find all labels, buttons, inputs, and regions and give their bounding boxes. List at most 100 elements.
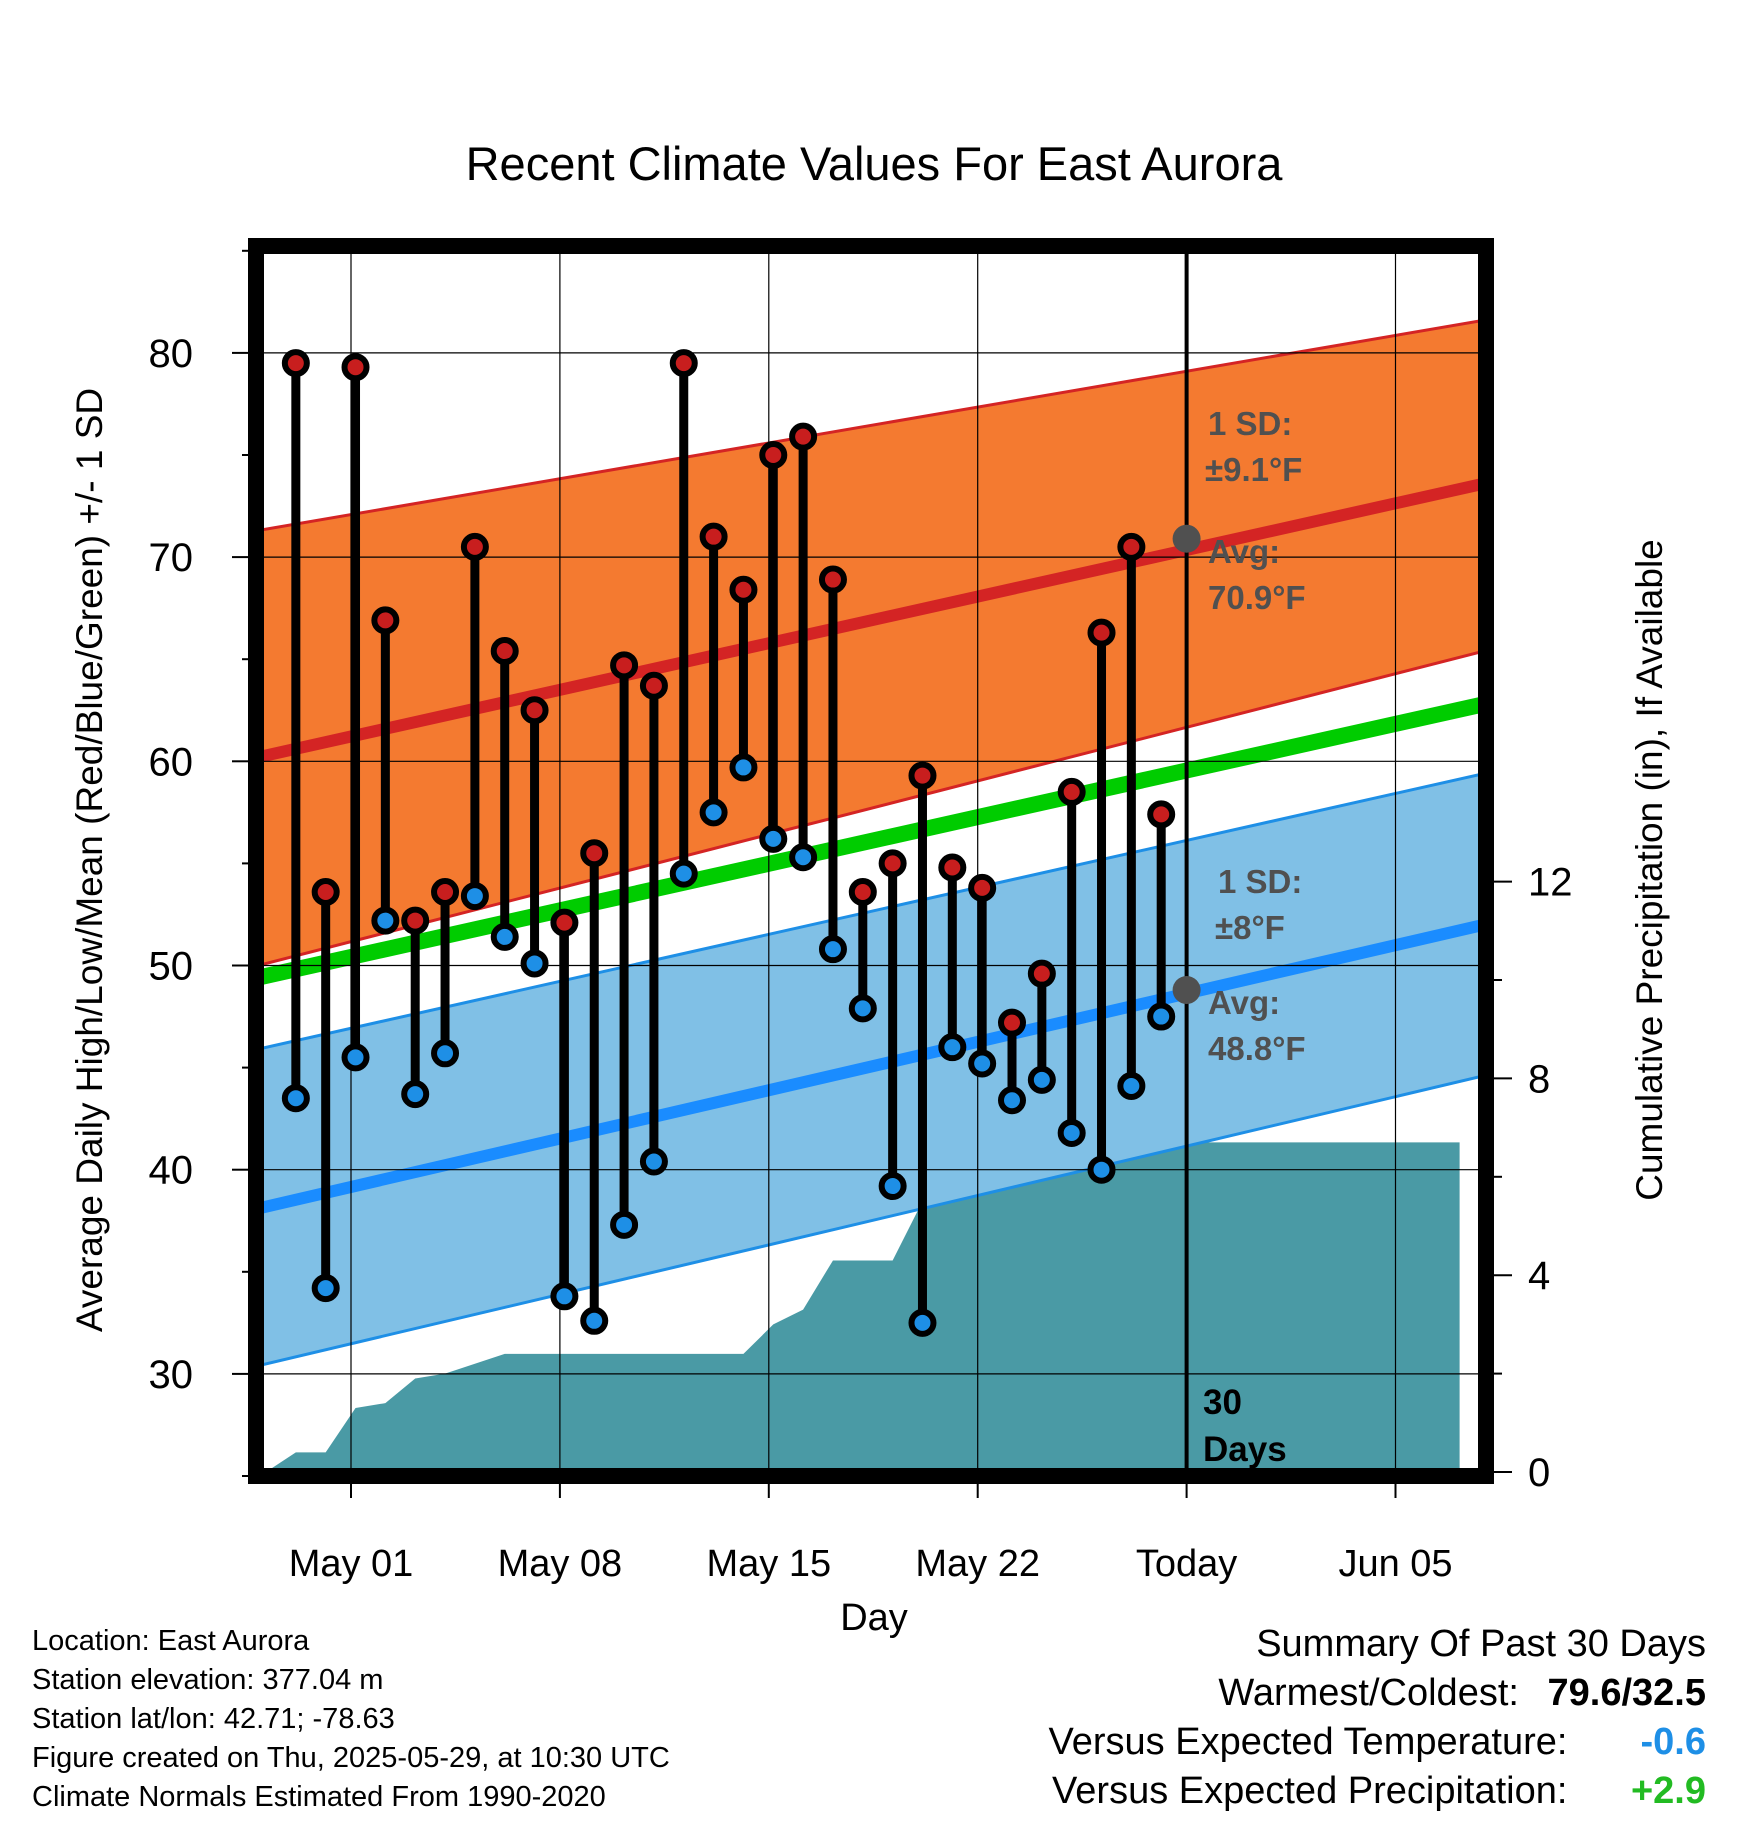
daily-high-point — [729, 575, 758, 604]
low-sd-label-line1: 1 SD: — [1218, 863, 1302, 900]
y-tick-label: 30 — [149, 1353, 194, 1397]
daily-low-point — [729, 753, 758, 782]
daily-low-point — [401, 1080, 430, 1109]
daily-high-point — [818, 565, 847, 594]
chart-title: Recent Climate Values For East Aurora — [466, 137, 1284, 190]
daily-high-point — [490, 637, 519, 666]
low-sd-label-line2: ±8°F — [1215, 909, 1285, 946]
high-avg-label-line1: Avg: — [1208, 533, 1280, 570]
high-sd-band — [258, 320, 1484, 966]
daily-high-point — [908, 761, 937, 790]
daily-high-point — [431, 877, 460, 906]
high-sd-band-lower-edge — [258, 649, 1484, 967]
summary-warmest-coldest: Warmest/Coldest: 79.6/32.5 — [1049, 1669, 1706, 1718]
daily-low-point — [818, 935, 847, 964]
x-tick-label: Today — [1136, 1543, 1237, 1585]
y-axis-right-label: Cumulative Precipitation (in), If Availa… — [1629, 539, 1670, 1201]
summary-precip-row: Versus Expected Precipitation: +2.9 — [1049, 1767, 1706, 1816]
daily-low-point — [520, 949, 549, 978]
period-label-line2: Days — [1203, 1430, 1287, 1469]
elevation-text: Station elevation: 377.04 m — [32, 1664, 384, 1696]
x-tick-label: May 22 — [915, 1543, 1040, 1585]
daily-low-point — [1117, 1071, 1146, 1100]
summary-panel: Summary Of Past 30 Days Warmest/Coldest:… — [1049, 1620, 1706, 1816]
daily-low-point — [998, 1086, 1026, 1115]
daily-low-point — [1027, 1065, 1056, 1094]
daily-high-point — [580, 839, 609, 868]
daily-low-point — [699, 798, 728, 827]
station-info: Location: East Aurora Station elevation:… — [32, 1622, 670, 1817]
y-tick-label: 60 — [149, 740, 194, 784]
x-tick-label: May 01 — [289, 1543, 414, 1585]
x-tick-label: May 08 — [498, 1543, 623, 1585]
daily-low-point — [968, 1049, 997, 1078]
y-right-tick-label: 4 — [1528, 1254, 1550, 1298]
daily-high-point — [878, 849, 907, 878]
daily-high-point — [1117, 532, 1146, 561]
daily-low-point — [341, 1043, 370, 1072]
daily-low-point — [848, 994, 877, 1023]
x-tick-label: Jun 05 — [1338, 1543, 1452, 1585]
avg-high-line — [258, 477, 1484, 764]
y-tick-label: 50 — [149, 945, 194, 989]
daily-high-point — [520, 696, 549, 725]
x-axis-label: Day — [840, 1597, 908, 1639]
daily-low-point — [281, 1084, 310, 1113]
today-avg-high-marker — [1172, 524, 1201, 553]
x-tick-label: May 15 — [706, 1543, 831, 1585]
daily-low-point — [1087, 1155, 1116, 1184]
daily-low-point — [580, 1306, 609, 1335]
daily-high-point — [550, 908, 579, 937]
warmest-coldest-value: 79.6/32.5 — [1547, 1672, 1706, 1714]
y-tick-label: 70 — [149, 536, 194, 580]
daily-high-point — [460, 532, 489, 561]
daily-low-point — [610, 1210, 639, 1239]
temp-value: -0.6 — [1640, 1721, 1706, 1763]
today-avg-low-marker — [1172, 976, 1201, 1005]
plot-frame — [248, 238, 1494, 1484]
daily-high-point — [341, 353, 370, 382]
low-sd-band-upper-edge — [258, 772, 1484, 1051]
daily-low-point — [371, 906, 400, 935]
daily-high-point — [669, 349, 698, 378]
location-text: Location: East Aurora — [32, 1625, 310, 1657]
y-axis-label: Average Daily High/Low/Mean (Red/Blue/Gr… — [69, 388, 110, 1332]
latlon-text: Station lat/lon: 42.71; -78.63 — [32, 1703, 395, 1735]
daily-low-point — [311, 1274, 340, 1303]
temp-label: Versus Expected Temperature: — [1048, 1721, 1568, 1763]
daily-low-point — [639, 1147, 668, 1176]
low-avg-label-line2: 48.8°F — [1208, 1030, 1306, 1067]
daily-high-point — [848, 877, 877, 906]
daily-low-point — [789, 843, 818, 872]
high-sd-band-upper-edge — [258, 318, 1484, 533]
daily-high-point — [401, 906, 430, 935]
daily-low-point — [878, 1172, 907, 1201]
daily-high-point — [610, 651, 639, 680]
daily-low-point — [759, 824, 788, 853]
low-avg-label-line1: Avg: — [1208, 984, 1280, 1021]
daily-low-point — [490, 922, 519, 951]
normals-text: Climate Normals Estimated From 1990-2020 — [32, 1781, 606, 1813]
daily-high-point — [371, 606, 400, 635]
daily-low-point — [550, 1282, 579, 1311]
daily-low-point — [908, 1308, 937, 1337]
daily-high-point — [699, 522, 728, 551]
daily-high-point — [938, 853, 967, 882]
high-sd-label-line2: ±9.1°F — [1205, 451, 1302, 488]
summary-title: Summary Of Past 30 Days — [1256, 1623, 1706, 1665]
period-label-line1: 30 — [1203, 1383, 1242, 1422]
warmest-coldest-label: Warmest/Coldest: — [1218, 1672, 1519, 1714]
summary-temp-row: Versus Expected Temperature: -0.6 — [1049, 1718, 1706, 1767]
y-right-tick-label: 8 — [1528, 1057, 1550, 1101]
precip-label: Versus Expected Precipitation: — [1052, 1770, 1568, 1812]
daily-low-point — [938, 1033, 967, 1062]
y-tick-label: 40 — [149, 1149, 194, 1193]
high-avg-label-line2: 70.9°F — [1208, 579, 1306, 616]
y-right-tick-label: 12 — [1528, 861, 1573, 905]
avg-low-line — [258, 918, 1484, 1215]
precipitation-area — [266, 1142, 1460, 1472]
low-sd-band-lower-edge — [258, 1074, 1484, 1368]
y-right-tick-label: 0 — [1528, 1451, 1550, 1495]
daily-low-point — [460, 882, 489, 911]
